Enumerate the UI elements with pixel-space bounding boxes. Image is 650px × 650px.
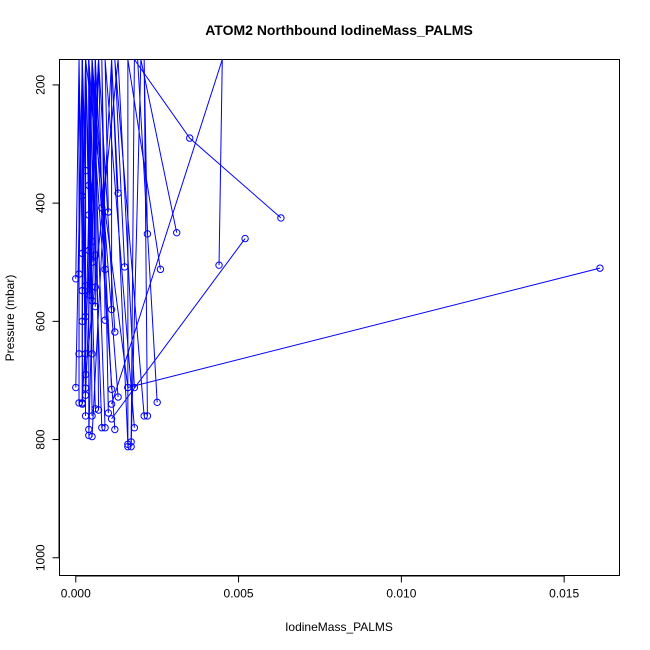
x-tick-label: 0.000 xyxy=(61,587,91,601)
series-line xyxy=(127,59,161,447)
data-point xyxy=(85,291,93,299)
y-tick-label: 1000 xyxy=(34,544,48,571)
series-line xyxy=(91,59,113,390)
x-axis: 0.000 0.005 0.010 0.015 xyxy=(61,575,579,601)
series-line xyxy=(91,59,106,428)
data-point xyxy=(215,261,223,269)
data-point xyxy=(596,264,604,272)
data-point xyxy=(130,424,139,432)
y-tick-label: 200 xyxy=(34,75,48,95)
data-point xyxy=(143,230,152,238)
data-point xyxy=(78,399,86,407)
data-point xyxy=(153,398,161,407)
series-line xyxy=(75,59,80,354)
series-line xyxy=(111,59,223,405)
series-layer xyxy=(72,59,604,451)
y-tick-label: 400 xyxy=(34,193,48,213)
data-point xyxy=(114,393,122,401)
data-point xyxy=(81,312,90,321)
series-line xyxy=(88,59,116,430)
data-point xyxy=(107,305,116,314)
data-point xyxy=(72,275,80,283)
series-line xyxy=(130,59,282,442)
series-line xyxy=(111,238,246,420)
data-point xyxy=(124,440,132,448)
data-point xyxy=(124,442,132,451)
data-point xyxy=(81,370,90,379)
plot-frame xyxy=(59,59,620,576)
data-point xyxy=(91,283,100,291)
data-point xyxy=(120,263,129,271)
series-line xyxy=(127,267,601,389)
data-point xyxy=(98,424,106,432)
data-point xyxy=(81,384,90,392)
data-point xyxy=(75,399,83,407)
data-point xyxy=(85,246,93,255)
data-point xyxy=(85,425,93,434)
data-point xyxy=(186,134,194,142)
data-point xyxy=(156,265,165,274)
x-tick-label: 0.015 xyxy=(549,587,579,601)
data-point xyxy=(91,302,100,311)
data-point xyxy=(81,350,90,358)
series-line xyxy=(91,59,119,398)
data-point xyxy=(104,208,113,216)
data-point xyxy=(111,425,119,434)
data-point xyxy=(107,415,116,423)
data-point xyxy=(88,432,96,441)
series-line xyxy=(104,59,135,428)
data-point xyxy=(91,251,100,259)
data-point xyxy=(85,181,93,190)
series-line xyxy=(91,59,113,437)
data-point xyxy=(72,383,80,392)
data-point xyxy=(104,409,113,417)
data-point xyxy=(277,214,285,222)
x-tick-label: 0.005 xyxy=(224,587,254,601)
data-point xyxy=(101,424,109,432)
series-line xyxy=(81,59,129,388)
data-point xyxy=(124,383,132,392)
y-tick-label: 800 xyxy=(34,429,48,449)
y-axis-label: Pressure (mbar) xyxy=(3,275,17,362)
data-point xyxy=(101,265,109,274)
data-point xyxy=(78,286,86,295)
series-line xyxy=(94,59,100,411)
data-point xyxy=(94,406,103,414)
data-point xyxy=(91,405,100,413)
series-line xyxy=(111,59,129,445)
series-line xyxy=(143,59,148,416)
data-point xyxy=(88,296,96,305)
data-point xyxy=(107,385,116,394)
series-line xyxy=(130,59,178,447)
data-point xyxy=(143,412,152,420)
y-tick-label: 600 xyxy=(34,311,48,331)
data-point xyxy=(173,228,181,237)
data-point xyxy=(88,412,96,420)
data-point xyxy=(78,249,86,258)
data-point xyxy=(241,234,249,243)
data-point xyxy=(78,192,86,200)
data-point xyxy=(101,316,109,324)
x-tick-label: 0.010 xyxy=(386,587,416,601)
x-axis-label: IodineMass_PALMS xyxy=(285,620,393,634)
series-line xyxy=(75,59,83,388)
series-line xyxy=(114,59,145,416)
data-point xyxy=(88,258,96,266)
data-point xyxy=(98,204,106,212)
data-point xyxy=(111,328,119,336)
chart-title: ATOM2 Northbound IodineMass_PALMS xyxy=(205,22,473,38)
y-axis: 200 400 600 800 1000 xyxy=(34,75,60,571)
data-point xyxy=(81,166,90,175)
data-point xyxy=(85,211,93,219)
data-point xyxy=(88,237,96,246)
data-point xyxy=(107,400,116,408)
data-point xyxy=(140,412,148,420)
data-point xyxy=(114,189,122,197)
data-point xyxy=(81,391,90,399)
series-lines xyxy=(75,59,601,447)
